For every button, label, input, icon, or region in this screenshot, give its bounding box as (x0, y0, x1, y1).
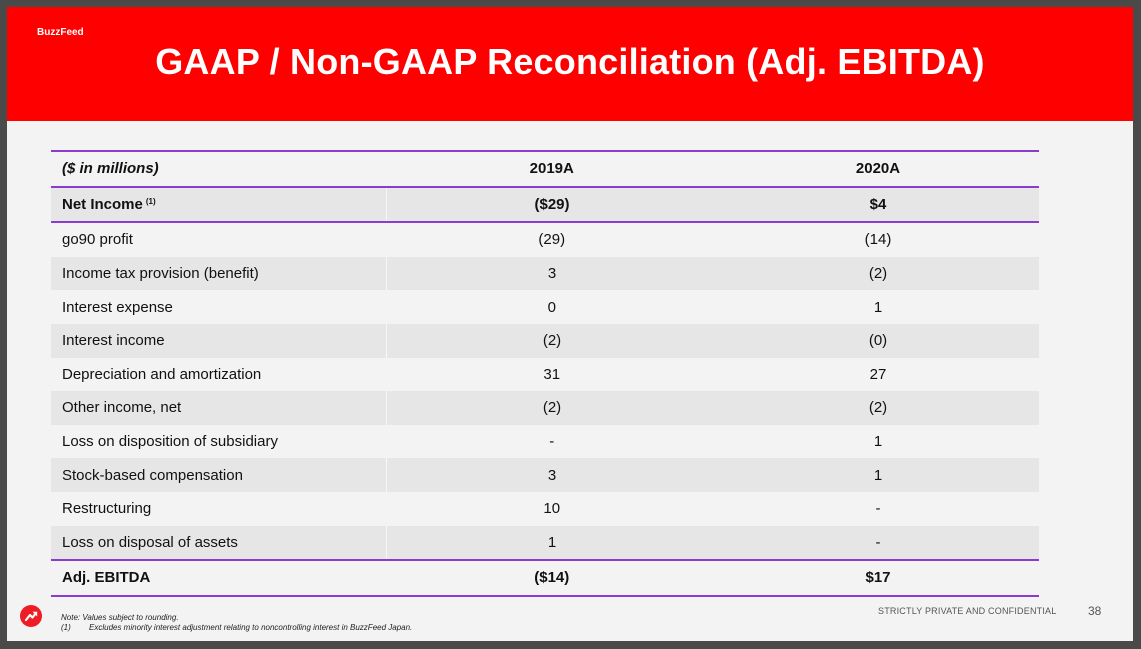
table-row: Income tax provision (benefit) 3 (2) (51, 256, 1039, 291)
net-income-2020: $4 (717, 185, 1039, 224)
table-row: Stock-based compensation 3 1 (51, 458, 1039, 492)
row-value-2020: 1 (873, 298, 883, 316)
adj-ebitda-2019: ($14) (386, 559, 717, 597)
row-value-2020: 1 (717, 458, 1039, 492)
row-value-2020: - (717, 525, 1039, 561)
row-label: Loss on disposition of subsidiary (62, 433, 278, 451)
row-label: Other income, net (51, 391, 387, 425)
row-value-2020: (0) (717, 323, 1039, 358)
footnote-number: (1) (61, 623, 71, 632)
net-income-row: Net Income (1) ($29) $4 (51, 185, 1039, 224)
net-income-label: Net Income (62, 195, 143, 213)
row-value-2019: 1 (386, 525, 717, 561)
table-header-row: ($ in millions) 2019A 2020A (51, 150, 1039, 187)
row-label: Interest income (51, 323, 387, 358)
row-value-2019: (2) (386, 391, 717, 425)
row-value-2019: 3 (386, 256, 717, 291)
row-label: Depreciation and amortization (62, 365, 262, 383)
row-value-2019: 0 (547, 298, 556, 316)
table-row: Restructuring 10 - (51, 492, 1039, 526)
adj-ebitda-row: Adj. EBITDA ($14) $17 (51, 559, 1039, 597)
table-row: go90 profit (29) (14) (51, 222, 1039, 257)
row-value-2019: - (549, 433, 555, 451)
reconciliation-table: ($ in millions) 2019A 2020A Net Income (1… (51, 150, 1039, 597)
row-value-2020: (2) (717, 391, 1039, 425)
brand-wordmark: BuzzFeed (37, 27, 84, 38)
table-row: Loss on disposal of assets 1- (51, 525, 1039, 561)
row-value-2020: (2) (717, 256, 1039, 291)
row-value-2019: 3 (386, 458, 717, 492)
row-label: Loss on disposal of assets (51, 525, 387, 561)
row-value-2019: 10 (543, 500, 561, 518)
column-header-2020: 2020A (717, 150, 1039, 187)
row-label: Restructuring (62, 500, 152, 518)
units-label: ($ in millions) (51, 150, 387, 187)
slide-header: BuzzFeed GAAP / Non-GAAP Reconciliation … (7, 7, 1133, 121)
buzzfeed-trending-arrow-icon (20, 605, 42, 627)
footnote-text: Excludes minority interest adjustment re… (89, 623, 413, 632)
table-row: Other income, net (2) (2) (51, 391, 1039, 425)
row-label: Income tax provision (benefit) (51, 256, 387, 291)
row-label: Stock-based compensation (51, 458, 387, 492)
table-row: Interest income (2) (0) (51, 323, 1039, 358)
row-value-2019: 31 (543, 365, 561, 383)
row-label: Interest expense (62, 298, 173, 316)
confidentiality-label: STRICTLY PRIVATE AND CONFIDENTIAL (878, 606, 1057, 616)
row-value-2020: 27 (869, 365, 887, 383)
footnote-ref: (1) (145, 196, 156, 206)
slide-title: GAAP / Non-GAAP Reconciliation (Adj. EBI… (155, 41, 985, 82)
page-number: 38 (1088, 604, 1102, 618)
row-value-2019: (2) (386, 323, 717, 358)
footnote: (1) Excludes minority interest adjustment… (61, 623, 412, 632)
row-value-2020: - (875, 500, 881, 518)
adj-ebitda-2020: $17 (717, 559, 1039, 597)
column-header-2019: 2019A (386, 150, 717, 187)
rounding-note: Note: Values subject to rounding. (61, 613, 179, 622)
row-value-2019: (29) (538, 231, 566, 249)
adj-ebitda-label: Adj. EBITDA (51, 559, 387, 597)
slide: BuzzFeed GAAP / Non-GAAP Reconciliation … (7, 7, 1133, 641)
row-label: go90 profit (62, 231, 133, 249)
net-income-label-cell: Net Income (1) (51, 185, 387, 224)
row-value-2020: (14) (864, 231, 892, 249)
table-row: Loss on disposition of subsidiary - 1 (51, 425, 1039, 459)
table-row: Interest expense 0 1 (51, 290, 1039, 324)
row-value-2020: 1 (873, 433, 883, 451)
net-income-2019: ($29) (386, 185, 717, 224)
table-row: Depreciation and amortization 31 27 (51, 358, 1039, 392)
